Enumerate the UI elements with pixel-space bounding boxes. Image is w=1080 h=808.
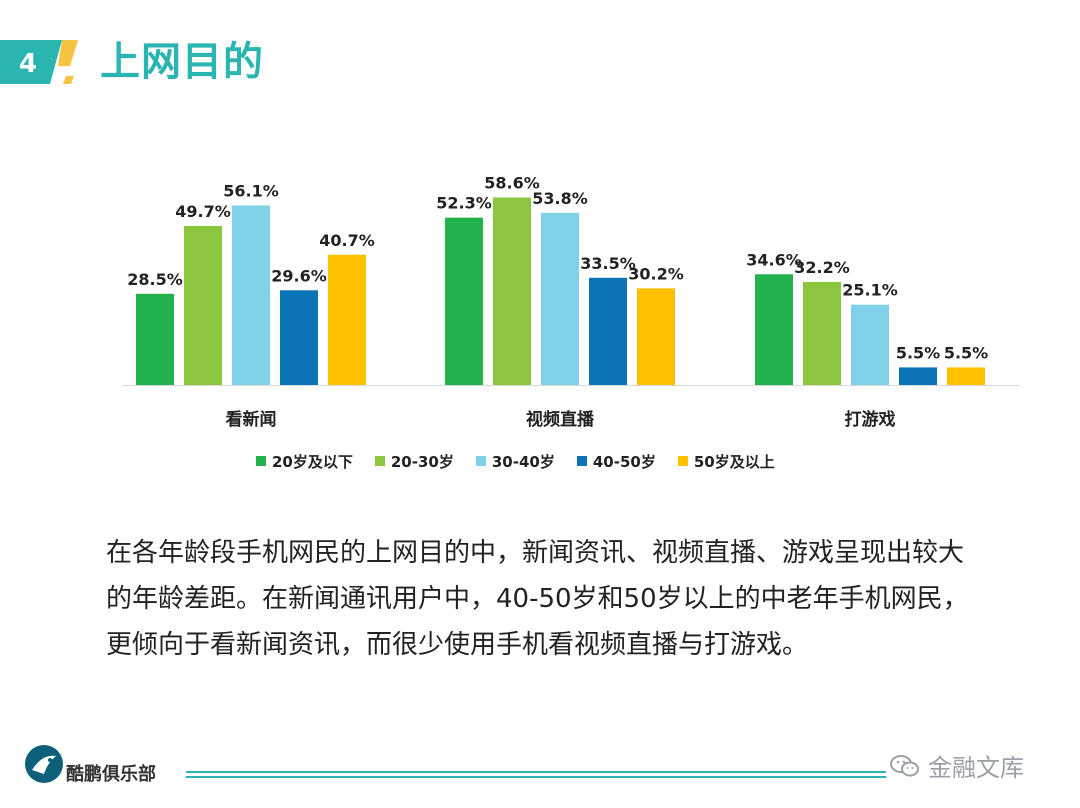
legend-item: 20-30岁 xyxy=(374,451,454,472)
section-number: 4 xyxy=(18,49,38,79)
category-label: 视频直播 xyxy=(526,409,595,430)
data-label: 49.7% xyxy=(175,202,231,221)
bar xyxy=(803,281,841,385)
data-label: 30.2% xyxy=(628,264,684,283)
legend-label: 40-50岁 xyxy=(592,452,656,471)
bar xyxy=(589,277,627,385)
data-label: 32.2% xyxy=(794,258,850,277)
section-badge xyxy=(0,40,78,84)
legend-item: 50岁及以上 xyxy=(677,451,775,472)
watermark-text: 金融文库 xyxy=(928,754,1024,782)
data-label: 34.6% xyxy=(746,250,802,269)
data-label: 5.5% xyxy=(944,343,988,362)
bar xyxy=(637,288,675,385)
data-label: 28.5% xyxy=(127,270,183,289)
data-label: 52.3% xyxy=(436,194,492,213)
data-label: 40.7% xyxy=(319,231,375,250)
legend-label: 20岁及以下 xyxy=(272,452,353,471)
legend-swatch xyxy=(576,456,587,466)
bar xyxy=(947,367,985,385)
bar xyxy=(280,290,318,385)
legend-label: 50岁及以上 xyxy=(693,452,775,471)
bar-chart: 28.5% 49.7% 56.1% 29.6% 40.7% 看新闻 52.3% 58.6%53… xyxy=(122,173,1020,430)
legend-swatch xyxy=(475,456,486,466)
data-label: 58.6% xyxy=(484,173,540,192)
legend-label: 20-30岁 xyxy=(390,452,454,471)
data-label: 53.8% xyxy=(532,189,588,208)
category-label: 打游戏 xyxy=(845,409,896,430)
bar xyxy=(136,293,174,385)
bar xyxy=(445,217,483,385)
data-label: 25.1% xyxy=(842,281,898,300)
description-paragraph: 在各年龄段手机网民的上网目的中，新闻资讯、视频直播、游戏呈现出较大的年龄差距。在… xyxy=(106,538,969,660)
bar xyxy=(899,367,937,385)
data-label: 5.5% xyxy=(896,343,940,362)
legend-swatch xyxy=(256,456,266,466)
data-label: 29.6% xyxy=(271,266,327,285)
bar xyxy=(493,197,531,385)
legend-item: 20岁及以下 xyxy=(256,451,353,472)
penguin-logo-icon xyxy=(25,745,63,783)
bar xyxy=(328,254,366,385)
page-title: 上网目的 xyxy=(100,39,264,85)
wechat-icon xyxy=(890,754,919,776)
chart-legend: 20岁及以下 20-30岁 30-40岁 40-50岁 50岁及以上 xyxy=(256,449,797,473)
legend-item: 30-40岁 xyxy=(475,451,555,472)
bar xyxy=(851,304,889,385)
bar xyxy=(755,274,793,385)
data-label: 56.1% xyxy=(223,181,279,200)
data-label: 33.5% xyxy=(580,254,636,273)
logo-text: 酷鹏俱乐部 xyxy=(66,764,156,785)
legend-swatch xyxy=(677,456,688,466)
legend-swatch xyxy=(374,456,385,466)
footer: 酷鹏俱乐部 金融文库 xyxy=(0,740,1080,808)
bar xyxy=(232,205,270,385)
footer-divider xyxy=(186,771,886,778)
bar xyxy=(184,225,222,385)
header: 4 上网目的 xyxy=(0,0,1080,120)
legend-label: 30-40岁 xyxy=(491,452,555,471)
category-label: 看新闻 xyxy=(225,409,277,430)
legend-item: 40-50岁 xyxy=(576,451,656,472)
bar xyxy=(541,212,579,385)
watermark: 金融文库 xyxy=(890,748,1024,783)
